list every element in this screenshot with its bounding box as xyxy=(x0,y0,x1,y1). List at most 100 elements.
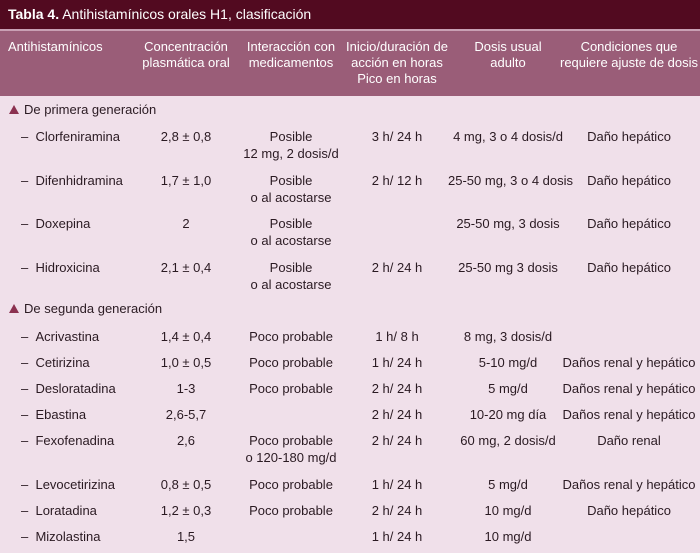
cell-inter-line: Poco probable xyxy=(249,329,333,344)
header-adjust: Condiciones que requiere ajuste de dosis xyxy=(559,39,699,70)
cell-inter: Posible o al acostarse xyxy=(240,259,342,293)
cell-inter-line: Poco probable xyxy=(249,355,333,370)
cell-inter: Poco probable xyxy=(240,328,342,345)
cell-dose: 5 mg/d xyxy=(488,381,528,396)
table-title: Tabla 4. Antihistamínicos orales H1, cla… xyxy=(0,0,700,29)
cell-inter-line: Poco probable xyxy=(249,503,333,518)
cell-inter: Poco probable xyxy=(240,502,342,519)
cell-inter-line: Posible xyxy=(269,216,313,231)
cell-adjust: Daño hepático xyxy=(587,503,671,518)
cell-inter-line: o al acostarse xyxy=(250,277,332,292)
cell-inter: Poco probable xyxy=(240,380,342,397)
dash-bullet: – xyxy=(21,529,36,544)
dash-bullet: – xyxy=(21,355,36,370)
cell-adjust: Daños renal y hepático xyxy=(562,407,696,422)
cell-dose: 4 mg, 3 o 4 dosis/d xyxy=(453,129,563,144)
header-inter: Interacción con medicamentos xyxy=(246,39,336,70)
cell-inter-line: Poco probable xyxy=(249,381,333,396)
cell-conc: 1,5 xyxy=(176,529,196,544)
cell-adjust: Daño hepático xyxy=(587,129,671,144)
cell-onset: 2 h/ 12 h xyxy=(371,173,423,188)
header-dose: Dosis usual adulto xyxy=(474,39,542,70)
cell-conc: 0,8 ± 0,5 xyxy=(160,477,212,492)
cell-inter-line: o al acostarse xyxy=(250,190,332,205)
cell-conc: 2 xyxy=(182,216,190,231)
header-conc: Concentración plasmática oral xyxy=(142,39,230,70)
header-name: Antihistamínicos xyxy=(8,39,103,54)
drug-name: – Fexofenadina xyxy=(21,432,114,449)
section-heading: De segunda generación xyxy=(0,301,162,317)
cell-conc: 1-3 xyxy=(176,381,196,396)
drug-name: – Hidroxicina xyxy=(21,259,100,276)
cell-onset: 2 h/ 24 h xyxy=(371,381,423,396)
cell-inter-line: 12 mg, 2 dosis/d xyxy=(243,146,339,161)
cell-dose: 10 mg/d xyxy=(484,529,532,544)
cell-conc: 2,8 ± 0,8 xyxy=(160,129,212,144)
drug-name: – Cetirizina xyxy=(21,354,90,371)
cell-inter-line: o 120-180 mg/d xyxy=(245,450,337,465)
dash-bullet: – xyxy=(21,503,36,518)
cell-conc: 2,6 xyxy=(176,433,196,448)
cell-adjust: Daños renal y hepático xyxy=(562,477,696,492)
table-header: Antihistamínicos Concentración plasmátic… xyxy=(0,29,700,96)
cell-adjust: Daños renal y hepático xyxy=(562,355,696,370)
drug-name: – Clorfeniramina xyxy=(21,128,120,145)
cell-inter-line: o al acostarse xyxy=(250,233,332,248)
drug-name-text: Desloratadina xyxy=(35,381,116,396)
table-title-label: Tabla 4. xyxy=(8,6,60,22)
drug-name-text: Cetirizina xyxy=(35,355,90,370)
cell-conc: 1,7 ± 1,0 xyxy=(160,173,212,188)
drug-name: – Desloratadina xyxy=(21,380,116,397)
cell-inter: Posible o al acostarse xyxy=(240,215,342,249)
dash-bullet: – xyxy=(21,216,36,231)
cell-inter: Posible o al acostarse xyxy=(240,172,342,206)
section-heading: De primera generación xyxy=(0,102,156,118)
cell-dose: 25-50 mg 3 dosis xyxy=(458,260,558,275)
cell-inter: Posible 12 mg, 2 dosis/d xyxy=(240,128,342,162)
dash-bullet: – xyxy=(21,381,36,396)
cell-conc: 1,0 ± 0,5 xyxy=(160,355,212,370)
cell-adjust: Daño hepático xyxy=(587,216,671,231)
cell-dose: 60 mg, 2 dosis/d xyxy=(460,433,556,448)
drug-name: – Difenhidramina xyxy=(21,172,123,189)
drug-name: – Levocetirizina xyxy=(21,476,115,493)
drug-name-text: Clorfeniramina xyxy=(35,129,121,144)
cell-dose: 10-20 mg día xyxy=(469,407,547,422)
header-onset: Inicio/duración de acción en horas Pico … xyxy=(346,39,448,86)
dash-bullet: – xyxy=(21,260,36,275)
cell-onset: 2 h/ 24 h xyxy=(371,503,423,518)
cell-conc: 2,1 ± 0,4 xyxy=(160,260,212,275)
drug-name: – Ebastina xyxy=(21,406,86,423)
cell-dose: 10 mg/d xyxy=(484,503,532,518)
drug-name-text: Doxepina xyxy=(35,216,91,231)
triangle-bullet-icon xyxy=(9,304,19,313)
triangle-bullet-icon xyxy=(9,105,19,114)
drug-name-text: Difenhidramina xyxy=(35,173,123,188)
cell-adjust: Daño hepático xyxy=(587,260,671,275)
cell-onset: 2 h/ 24 h xyxy=(371,260,423,275)
cell-onset: 1 h/ 24 h xyxy=(371,355,423,370)
dash-bullet: – xyxy=(21,407,36,422)
cell-inter: Poco probable xyxy=(240,354,342,371)
drug-name-text: Mizolastina xyxy=(35,529,101,544)
drug-name-text: Acrivastina xyxy=(35,329,100,344)
cell-onset: 1 h/ 8 h xyxy=(375,329,419,344)
dash-bullet: – xyxy=(21,129,36,144)
drug-name-text: Loratadina xyxy=(35,503,97,518)
cell-inter-line: Posible xyxy=(269,260,313,275)
cell-adjust: Daños renal y hepático xyxy=(562,381,696,396)
drug-name: – Loratadina xyxy=(21,502,97,519)
dash-bullet: – xyxy=(21,433,36,448)
table-title-text: Antihistamínicos orales H1, clasificació… xyxy=(62,6,312,22)
cell-onset: 3 h/ 24 h xyxy=(371,129,423,144)
cell-dose: 25-50 mg, 3 dosis xyxy=(456,216,560,231)
cell-dose: 5 mg/d xyxy=(488,477,528,492)
cell-inter-line: Poco probable xyxy=(249,433,333,448)
cell-conc: 1,2 ± 0,3 xyxy=(160,503,212,518)
cell-conc: 2,6-5,7 xyxy=(165,407,207,422)
dash-bullet: – xyxy=(21,329,36,344)
drug-name-text: Fexofenadina xyxy=(35,433,115,448)
cell-inter: Poco probable o 120-180 mg/d xyxy=(240,432,342,466)
cell-onset: 1 h/ 24 h xyxy=(371,529,423,544)
cell-adjust: Daño hepático xyxy=(587,173,671,188)
